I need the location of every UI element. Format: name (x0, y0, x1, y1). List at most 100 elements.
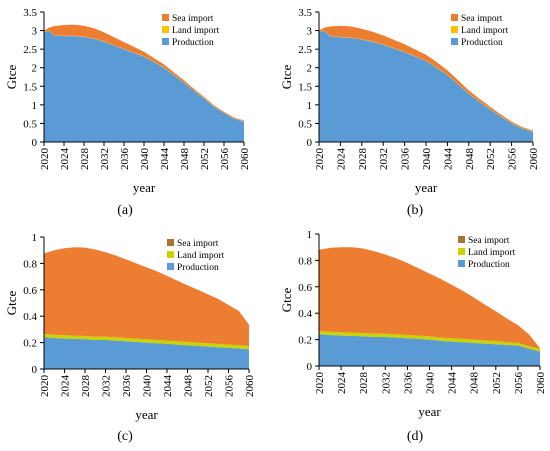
x-tick-label: 2040 (142, 375, 154, 398)
legend-swatch (458, 236, 465, 243)
chart-c: 0 0.2 0.4 0.6 0.8 1 2020 2024 2028 2032 2036 2040 20… (4, 232, 256, 422)
legend-label: Production (468, 260, 510, 270)
legend-swatch (167, 239, 174, 246)
x-tick-label: 2040 (425, 372, 437, 395)
y-tick-label: 0.6 (298, 282, 312, 294)
y-tick-label: 0.4 (23, 311, 37, 323)
x-tick-label: 2056 (513, 372, 525, 395)
y-tick-label: 1 (32, 100, 38, 112)
legend-label: Sea import (461, 14, 503, 24)
legend-swatch (167, 251, 174, 258)
legend-label: Production (461, 38, 503, 48)
x-axis-label: year (133, 180, 156, 195)
chart-b: 0 0.5 1 1.5 2 2.5 3 3.5 2020 2024 2028 2032 2036 2040… (279, 7, 540, 195)
y-tick-label: 0.8 (23, 258, 37, 270)
x-tick-label: 2044 (442, 148, 454, 171)
area-production (319, 30, 533, 143)
x-tick-label: 2032 (99, 148, 111, 170)
y-tick-label: 0.5 (23, 118, 37, 130)
x-tick-label: 2048 (183, 375, 195, 398)
legend-swatch (162, 26, 169, 33)
x-tick-label: 2028 (80, 375, 92, 398)
panel-c: 0 0.2 0.4 0.6 0.8 1 2020 2024 2028 2032 2036 2040 20… (0, 226, 275, 451)
x-tick-label: 2040 (421, 148, 433, 171)
x-tick-label: 2060 (244, 375, 256, 398)
panel-d: 0 0.2 0.4 0.6 0.8 1 2020 2024 2028 2032 2036 2040 20… (275, 226, 550, 451)
area-sea-import (319, 247, 540, 349)
y-tick-label: 1 (307, 100, 313, 112)
y-tick-label: 3 (32, 26, 38, 38)
x-tick-label: 2032 (380, 372, 392, 394)
x-axis-label: year (415, 180, 438, 195)
legend-label: Sea import (177, 239, 219, 249)
x-tick-label: 2028 (357, 148, 369, 171)
x-tick-label: 2036 (119, 148, 131, 171)
x-tick-label: 2040 (139, 148, 151, 171)
x-tick-label: 2024 (60, 375, 72, 398)
y-tick-label: 3 (307, 26, 313, 38)
legend-swatch (458, 260, 465, 267)
y-tick-label: 0.4 (298, 308, 312, 320)
x-tick-label: 2056 (224, 375, 236, 398)
x-tick-label: 2024 (336, 372, 348, 395)
legend-swatch (162, 38, 169, 45)
legend-label: Sea import (468, 236, 510, 246)
y-tick-label: 0 (32, 364, 38, 376)
area-production (44, 30, 244, 143)
x-tick-label: 2056 (507, 148, 519, 171)
y-tick-label: 2.5 (23, 44, 37, 56)
caption-d: (d) (406, 429, 424, 444)
area-production (319, 334, 540, 366)
x-tick-label: 2056 (219, 148, 231, 171)
y-tick-label: 1.5 (23, 81, 37, 93)
x-tick-label: 2020 (39, 375, 51, 398)
area-sea-import (319, 25, 533, 132)
y-axis-label: Gtce (4, 291, 19, 316)
area-sea-import (44, 247, 249, 346)
legend-swatch (451, 14, 458, 21)
x-axis-label: year (135, 407, 158, 422)
legend-label: Sea import (172, 14, 214, 24)
y-tick-label: 2.5 (298, 44, 312, 56)
x-tick-label: 2060 (535, 372, 547, 395)
area-land-import (44, 334, 249, 350)
legend-label: Production (172, 38, 214, 48)
caption-b: (b) (406, 203, 424, 218)
y-axis-label: Gtce (4, 65, 19, 90)
x-tick-label: 2036 (400, 148, 412, 171)
x-tick-label: 2036 (121, 375, 133, 398)
y-tick-label: 0.5 (298, 118, 312, 130)
x-tick-label: 2052 (491, 372, 503, 394)
area-land-import (319, 331, 540, 352)
legend-swatch (162, 14, 169, 21)
x-tick-label: 2060 (239, 148, 251, 171)
y-tick-label: 0 (307, 361, 313, 373)
area-sea-import (44, 24, 244, 122)
chart-d: 0 0.2 0.4 0.6 0.8 1 2020 2024 2028 2032 2036 2040 20… (279, 229, 547, 419)
y-tick-label: 0 (307, 137, 313, 149)
caption-c: (c) (117, 429, 133, 444)
x-tick-label: 2048 (469, 372, 481, 395)
x-tick-label: 2024 (335, 148, 347, 171)
legend-label: Land import (177, 251, 225, 261)
x-tick-label: 2048 (179, 148, 191, 171)
y-tick-label: 2 (307, 63, 313, 75)
legend-swatch (167, 263, 174, 270)
x-tick-label: 2028 (358, 372, 370, 395)
x-tick-label: 2020 (39, 148, 51, 171)
y-tick-label: 3.5 (23, 7, 37, 19)
y-tick-label: 0 (32, 137, 38, 149)
y-tick-label: 0.8 (298, 255, 312, 267)
y-tick-label: 0.6 (23, 285, 37, 297)
x-tick-label: 2032 (101, 375, 113, 397)
y-tick-label: 0.2 (298, 335, 312, 347)
y-tick-label: 1 (307, 229, 313, 241)
y-axis-label: Gtce (279, 288, 294, 313)
legend-label: Land import (468, 248, 516, 258)
caption-a: (a) (117, 203, 133, 218)
y-axis-label: Gtce (279, 65, 294, 90)
legend-swatch (458, 248, 465, 255)
panel-b: 0 0.5 1 1.5 2 2.5 3 3.5 2020 2024 2028 2032 2036 2040… (275, 0, 550, 225)
legend-swatch (451, 38, 458, 45)
